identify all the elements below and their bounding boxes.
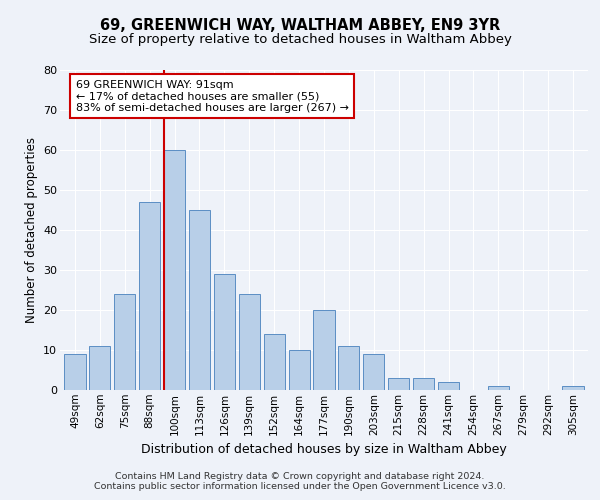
Bar [338,346,359,390]
Bar [363,354,385,390]
Bar [64,354,86,390]
Text: Size of property relative to detached houses in Waltham Abbey: Size of property relative to detached ho… [89,32,511,46]
X-axis label: Distribution of detached houses by size in Waltham Abbey: Distribution of detached houses by size … [141,443,507,456]
Y-axis label: Number of detached properties: Number of detached properties [25,137,38,323]
Bar [189,210,210,390]
Text: 69 GREENWICH WAY: 91sqm
← 17% of detached houses are smaller (55)
83% of semi-de: 69 GREENWICH WAY: 91sqm ← 17% of detache… [76,80,349,113]
Bar [239,294,260,390]
Bar [388,378,409,390]
Bar [413,378,434,390]
Bar [438,382,459,390]
Text: Contains HM Land Registry data © Crown copyright and database right 2024.
Contai: Contains HM Land Registry data © Crown c… [94,472,506,491]
Bar [562,386,584,390]
Bar [214,274,235,390]
Text: 69, GREENWICH WAY, WALTHAM ABBEY, EN9 3YR: 69, GREENWICH WAY, WALTHAM ABBEY, EN9 3Y… [100,18,500,32]
Bar [164,150,185,390]
Bar [263,334,285,390]
Bar [89,346,110,390]
Bar [289,350,310,390]
Bar [139,202,160,390]
Bar [313,310,335,390]
Bar [488,386,509,390]
Bar [114,294,136,390]
